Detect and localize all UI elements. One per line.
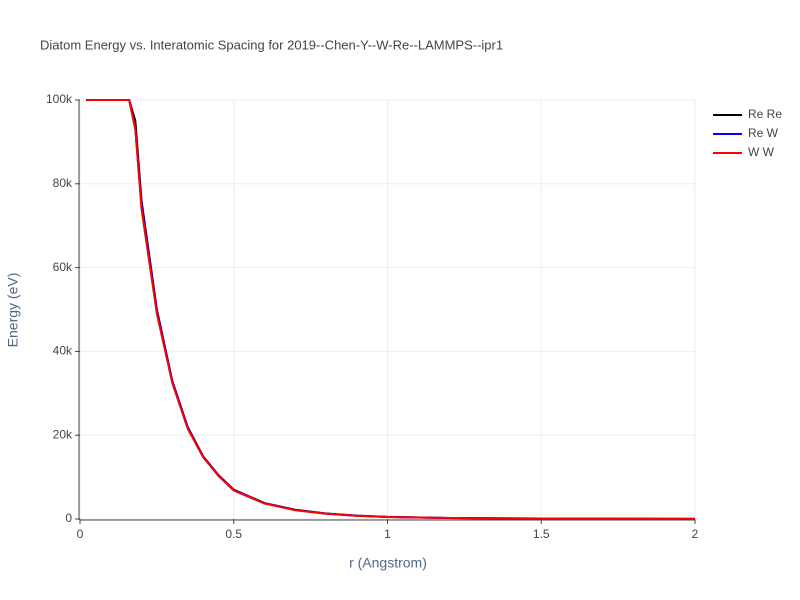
x-tick-label: 1.5: [533, 527, 550, 541]
y-tick-label: 0: [65, 511, 72, 525]
x-axis-title: r (Angstrom): [349, 555, 427, 571]
legend-label: W W: [748, 145, 775, 159]
y-tick-label: 80k: [53, 176, 73, 190]
x-tick-label: 1: [384, 527, 391, 541]
x-tick-label: 0: [77, 527, 84, 541]
series-line: [86, 99, 696, 520]
x-tick-label: 2: [692, 527, 699, 541]
chart-title: Diatom Energy vs. Interatomic Spacing fo…: [40, 37, 503, 52]
y-tick-label: 40k: [53, 344, 73, 358]
y-tick-label: 60k: [53, 260, 73, 274]
series-line: [86, 99, 696, 520]
x-tick-label: 0.5: [225, 527, 242, 541]
grid: [79, 99, 696, 520]
series-line: [86, 99, 696, 520]
legend-label: Re W: [748, 126, 779, 140]
y-axis-title: Energy (eV): [5, 273, 21, 348]
lines: [86, 99, 696, 520]
y-tick-label: 20k: [53, 427, 73, 441]
y-tick-label: 100k: [46, 92, 73, 106]
legend-label: Re Re: [748, 107, 782, 121]
legend: Re Re Re W W W: [713, 107, 782, 159]
